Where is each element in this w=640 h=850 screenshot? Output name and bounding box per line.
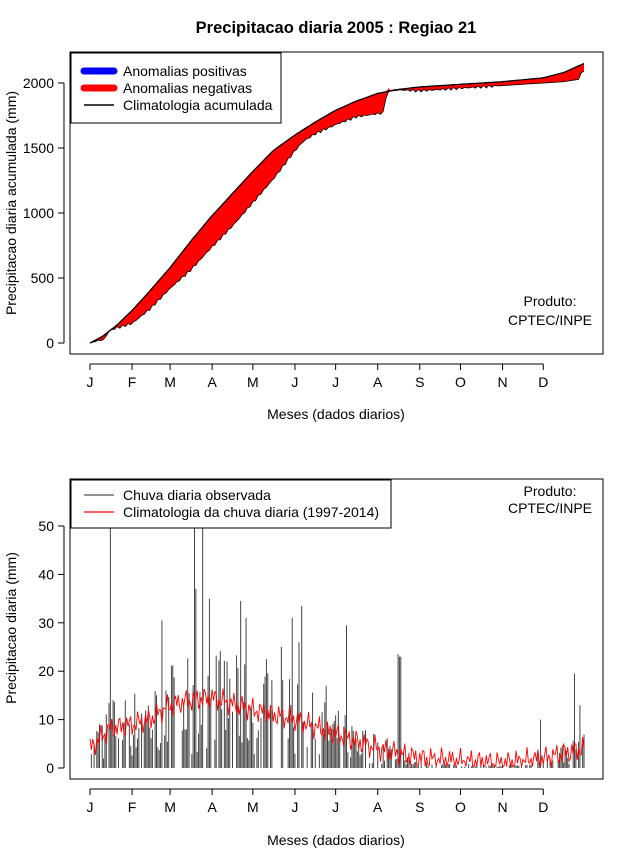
accumulated-chart: 0 500 1000 1500 2000 J F M A M J J A S O N D Meses (dad… <box>3 51 604 422</box>
daily-credit-line2: CPTEC/INPE <box>508 500 592 516</box>
accumulated-credit-line1: Produto: <box>524 293 577 309</box>
x-tick-label: N <box>498 374 508 390</box>
legend-label-climatology: Climatologia acumulada <box>123 97 273 113</box>
legend-label-daily-climatology: Climatologia da chuva diaria (1997-2014) <box>123 504 379 520</box>
daily-legend: Chuva diaria observada Climatologia da c… <box>70 479 392 529</box>
legend-label-positive: Anomalias positivas <box>123 63 247 79</box>
y-tick-label: 1000 <box>23 205 54 221</box>
climatology-accumulated-line <box>89 62 585 344</box>
daily-plot-frame <box>69 478 604 780</box>
x-tick-label: M <box>247 374 259 390</box>
figure-title: Precipitacao diaria 2005 : Regiao 21 <box>196 19 477 37</box>
accumulated-credit-line2: CPTEC/INPE <box>508 312 592 328</box>
daily-chart: 0 10 20 30 40 50 J F M A M J J A S O N D Meses (dados di… <box>3 478 604 848</box>
daily-y-label: Precipitacao diaria (mm) <box>3 552 19 704</box>
x-tick-label: A <box>373 374 383 390</box>
x-tick-label: N <box>498 799 508 815</box>
x-tick-label: J <box>87 799 94 815</box>
y-tick-label: 500 <box>31 270 55 286</box>
daily-y-axis: 0 10 20 30 40 50 <box>38 518 65 776</box>
x-tick-label: F <box>128 374 137 390</box>
x-tick-label: D <box>538 374 548 390</box>
x-tick-label: J <box>332 374 339 390</box>
y-tick-label: 0 <box>46 760 54 776</box>
y-tick-label: 10 <box>38 712 54 728</box>
daily-observed-bars <box>90 492 585 768</box>
y-tick-label: 2000 <box>23 75 54 91</box>
daily-climatology-line <box>89 688 585 769</box>
y-tick-label: 1500 <box>23 140 54 156</box>
y-tick-label: 50 <box>38 518 54 534</box>
daily-legend-box <box>70 479 392 529</box>
accumulated-y-label: Precipitacao diaria acumulada (mm) <box>3 91 19 315</box>
x-tick-label: O <box>455 374 466 390</box>
x-tick-label: A <box>373 799 383 815</box>
x-tick-label: S <box>415 374 424 390</box>
x-tick-label: J <box>291 799 298 815</box>
y-tick-label: 40 <box>38 566 54 582</box>
accumulated-plot-frame <box>69 51 604 355</box>
x-tick-label: M <box>164 799 176 815</box>
legend-label-observed: Chuva diaria observada <box>123 487 271 503</box>
x-tick-label: M <box>247 799 259 815</box>
x-tick-label: M <box>164 374 176 390</box>
x-tick-label: J <box>332 799 339 815</box>
x-tick-label: O <box>455 799 466 815</box>
legend-label-negative: Anomalias negativas <box>123 80 252 96</box>
accumulated-y-axis: 0 500 1000 1500 2000 <box>23 75 65 351</box>
x-tick-label: A <box>207 799 217 815</box>
negative-anomaly-fill <box>90 63 584 343</box>
x-tick-label: F <box>128 799 137 815</box>
observed-accumulated-line <box>89 70 585 344</box>
x-tick-label: J <box>87 374 94 390</box>
accumulated-legend: Anomalias positivas Anomalias negativas … <box>70 52 282 124</box>
accumulated-x-label: Meses (dados diarios) <box>267 406 405 422</box>
y-tick-label: 30 <box>38 615 54 631</box>
y-tick-label: 0 <box>46 335 54 351</box>
daily-credit-line1: Produto: <box>524 483 577 499</box>
accumulated-anomaly-area <box>89 62 585 344</box>
daily-x-label: Meses (dados diarios) <box>267 832 405 848</box>
x-tick-label: A <box>207 374 217 390</box>
y-tick-label: 20 <box>38 663 54 679</box>
x-tick-label: S <box>415 799 424 815</box>
x-tick-label: J <box>291 374 298 390</box>
x-tick-label: D <box>538 799 548 815</box>
